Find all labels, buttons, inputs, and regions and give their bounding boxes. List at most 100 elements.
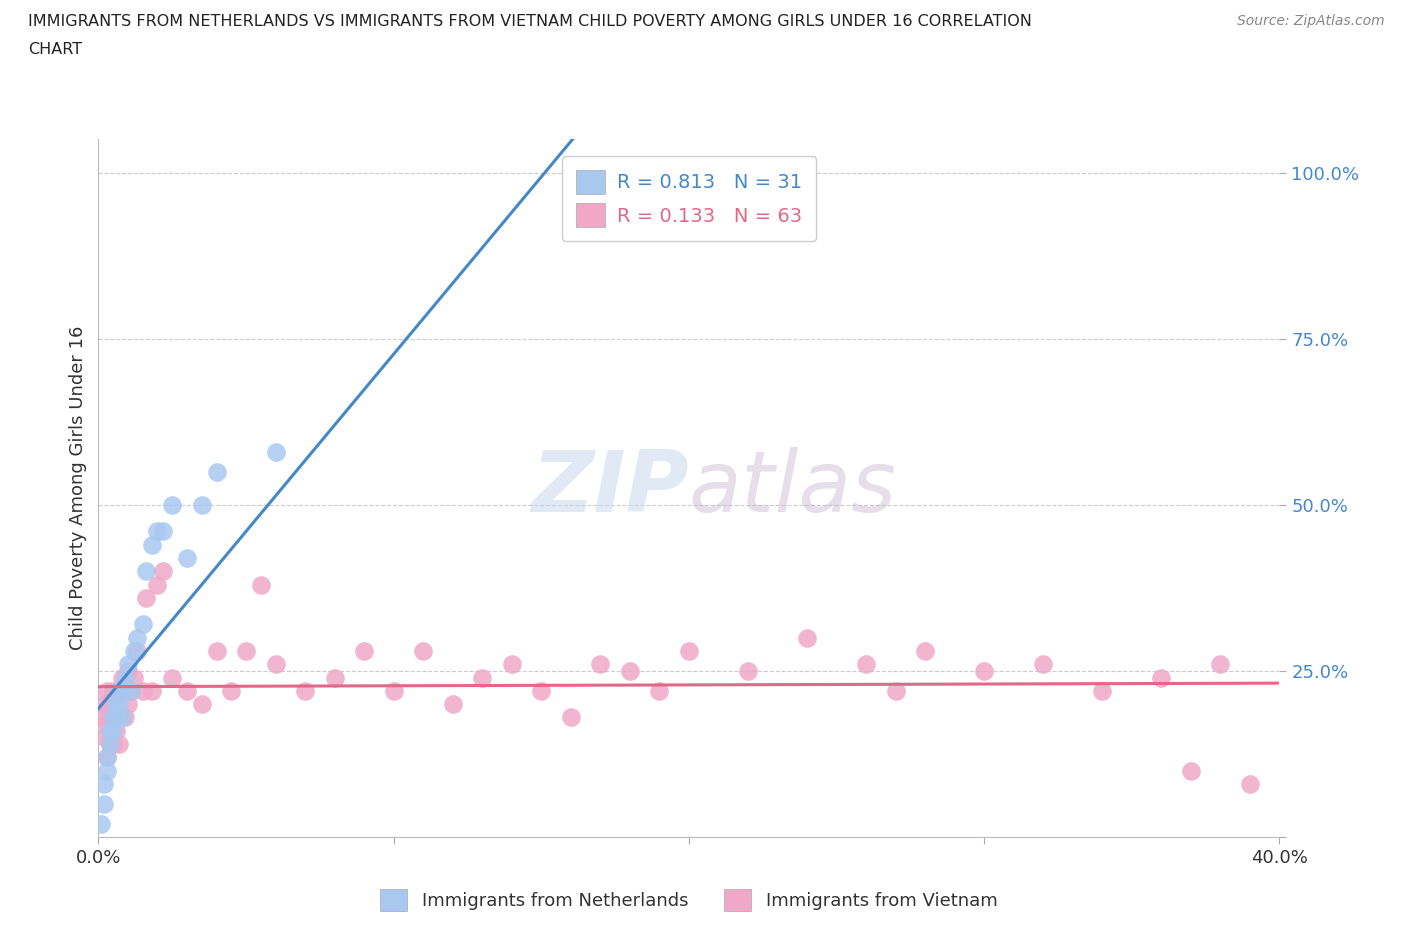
- Point: [98, 724, 121, 738]
- Point: [1180, 764, 1202, 778]
- Point: [250, 578, 273, 592]
- Point: [98, 737, 121, 751]
- Point: [96, 684, 118, 698]
- Point: [152, 564, 174, 578]
- Point: [96, 750, 118, 764]
- Text: CHART: CHART: [28, 42, 82, 57]
- Text: Source: ZipAtlas.com: Source: ZipAtlas.com: [1237, 14, 1385, 28]
- Point: [111, 710, 134, 724]
- Point: [648, 684, 671, 698]
- Legend: Immigrants from Netherlands, Immigrants from Vietnam: Immigrants from Netherlands, Immigrants …: [373, 883, 1005, 919]
- Point: [441, 697, 464, 711]
- Point: [96, 750, 118, 764]
- Point: [235, 644, 257, 658]
- Point: [120, 684, 142, 698]
- Point: [111, 671, 134, 685]
- Point: [132, 617, 155, 631]
- Point: [471, 671, 494, 685]
- Point: [737, 663, 759, 678]
- Point: [205, 644, 228, 658]
- Point: [191, 697, 214, 711]
- Point: [146, 578, 169, 592]
- Text: atlas: atlas: [689, 446, 897, 530]
- Point: [93, 796, 115, 811]
- Point: [205, 464, 228, 479]
- Point: [111, 684, 134, 698]
- Point: [103, 737, 125, 751]
- Point: [125, 631, 148, 645]
- Point: [294, 684, 316, 698]
- Point: [117, 697, 139, 711]
- Point: [560, 710, 582, 724]
- Point: [98, 737, 121, 751]
- Point: [125, 644, 148, 658]
- Point: [108, 737, 131, 751]
- Point: [122, 644, 145, 658]
- Point: [105, 710, 128, 724]
- Point: [530, 684, 553, 698]
- Text: IMMIGRANTS FROM NETHERLANDS VS IMMIGRANTS FROM VIETNAM CHILD POVERTY AMONG GIRLS: IMMIGRANTS FROM NETHERLANDS VS IMMIGRANT…: [28, 14, 1032, 29]
- Point: [93, 697, 115, 711]
- Point: [219, 684, 242, 698]
- Y-axis label: Child Poverty Among Girls Under 16: Child Poverty Among Girls Under 16: [69, 326, 87, 650]
- Point: [105, 697, 128, 711]
- Point: [103, 710, 125, 724]
- Point: [96, 717, 118, 732]
- Point: [135, 564, 157, 578]
- Point: [589, 657, 612, 671]
- Point: [678, 644, 700, 658]
- Point: [108, 684, 131, 698]
- Point: [103, 710, 125, 724]
- Point: [264, 657, 287, 671]
- Point: [412, 644, 434, 658]
- Point: [884, 684, 907, 698]
- Point: [135, 591, 157, 605]
- Point: [105, 697, 128, 711]
- Point: [96, 764, 118, 778]
- Point: [855, 657, 877, 671]
- Point: [114, 710, 136, 724]
- Point: [141, 538, 163, 552]
- Point: [103, 684, 125, 698]
- Point: [105, 724, 128, 738]
- Point: [264, 445, 287, 459]
- Point: [619, 663, 641, 678]
- Point: [146, 524, 169, 538]
- Point: [1239, 777, 1261, 791]
- Point: [973, 663, 995, 678]
- Point: [90, 817, 112, 831]
- Point: [589, 212, 612, 227]
- Text: ZIP: ZIP: [531, 446, 689, 530]
- Point: [1091, 684, 1114, 698]
- Point: [141, 684, 163, 698]
- Point: [120, 684, 142, 698]
- Point: [122, 671, 145, 685]
- Point: [108, 684, 131, 698]
- Point: [90, 710, 112, 724]
- Point: [108, 697, 131, 711]
- Point: [114, 671, 136, 685]
- Point: [176, 684, 198, 698]
- Point: [98, 710, 121, 724]
- Point: [501, 657, 523, 671]
- Point: [103, 724, 125, 738]
- Point: [914, 644, 936, 658]
- Point: [117, 663, 139, 678]
- Point: [117, 657, 139, 671]
- Point: [93, 730, 115, 745]
- Point: [176, 551, 198, 565]
- Point: [1150, 671, 1173, 685]
- Point: [1209, 657, 1232, 671]
- Point: [382, 684, 405, 698]
- Point: [132, 684, 155, 698]
- Point: [93, 777, 115, 791]
- Point: [162, 498, 183, 512]
- Point: [191, 498, 214, 512]
- Point: [353, 644, 375, 658]
- Point: [323, 671, 346, 685]
- Point: [162, 671, 183, 685]
- Point: [152, 524, 174, 538]
- Point: [111, 710, 134, 724]
- Point: [98, 697, 121, 711]
- Point: [1032, 657, 1054, 671]
